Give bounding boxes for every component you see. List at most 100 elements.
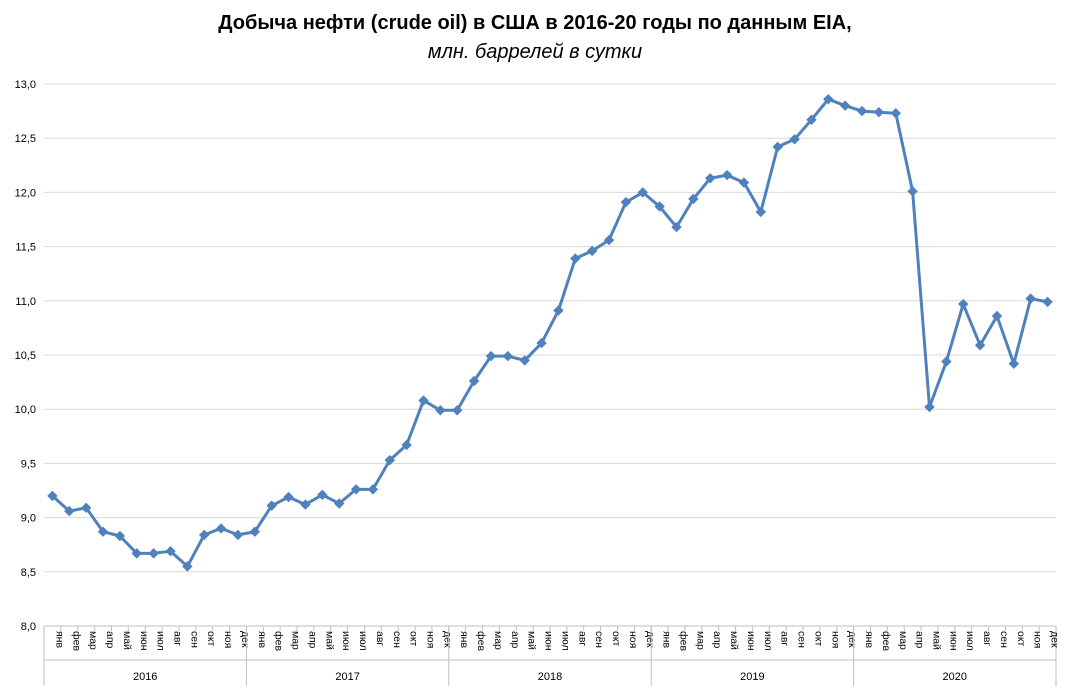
y-tick-label: 12,0 (15, 187, 36, 199)
y-tick-label: 9,0 (21, 513, 36, 525)
data-point (839, 100, 851, 111)
x-tick-label-month: сен (796, 631, 808, 648)
x-tick-label-month: авг (779, 631, 791, 646)
data-point (215, 523, 227, 534)
y-tick-label: 11,5 (15, 242, 36, 254)
x-tick-label-month: мар (897, 631, 909, 650)
x-tick-label-month: мар (492, 631, 504, 650)
x-tick-label-month: фев (678, 631, 690, 651)
x-tick-label-month: апр (306, 631, 318, 649)
x-tick-label-month: дек (239, 631, 251, 648)
data-point (671, 221, 682, 233)
x-tick-label-month: ноя (829, 631, 841, 648)
data-point (1025, 293, 1036, 304)
data-point (772, 141, 783, 153)
data-point (1008, 358, 1020, 369)
data-point (114, 530, 126, 542)
x-tick-label-month: дек (1049, 631, 1061, 648)
x-tick-label-month: дек (441, 631, 453, 648)
x-tick-label-year: 2020 (943, 671, 967, 683)
data-point (924, 401, 935, 413)
data-point (435, 405, 446, 416)
data-point (199, 529, 210, 541)
data-point (823, 93, 834, 105)
data-point (468, 375, 480, 387)
x-tick-label-month: ноя (627, 631, 639, 648)
y-tick-label: 10,0 (15, 404, 36, 416)
data-point (603, 234, 615, 246)
x-tick-label-month: авг (374, 631, 386, 646)
x-tick-label-month: окт (610, 631, 622, 647)
x-tick-label-month: авг (172, 631, 184, 646)
x-tick-label-month: мар (87, 631, 99, 650)
data-point (165, 545, 176, 557)
x-tick-label-month: фев (880, 631, 892, 651)
x-tick-label-month: фев (273, 631, 285, 651)
data-point (148, 548, 159, 559)
data-point (80, 502, 92, 514)
data-point (654, 201, 665, 212)
data-point (570, 253, 581, 264)
x-tick-label-month: янв (256, 631, 268, 648)
data-point (873, 106, 885, 118)
x-tick-label-year: 2019 (740, 671, 764, 683)
chart-subtitle: млн. баррелей в сутки (427, 41, 643, 63)
data-point (586, 245, 598, 257)
x-tick-label-month: окт (1015, 631, 1027, 647)
x-tick-label-month: май (728, 631, 740, 650)
x-tick-label-year: 2016 (133, 671, 157, 683)
x-tick-label-month: сен (391, 631, 403, 648)
y-tick-label: 8,5 (21, 567, 36, 579)
y-tick-label: 12,5 (15, 133, 36, 145)
x-tick-label-month: июл (964, 631, 976, 651)
data-point (890, 108, 901, 119)
x-tick-label-month: июн (745, 631, 757, 651)
x-tick-label-month: ноя (1032, 631, 1044, 648)
x-tick-label-month: окт (205, 631, 217, 647)
data-point (941, 356, 952, 367)
data-point (553, 305, 564, 316)
y-tick-label: 11,0 (15, 296, 36, 308)
x-tick-label-month: май (931, 631, 943, 650)
x-tick-label-month: фев (70, 631, 82, 651)
x-tick-label-month: окт (408, 631, 420, 647)
x-tick-label-month: июл (155, 631, 167, 651)
x-axis: янв фев мар апр май июн июл авг сен окт ноя дек янв ф… (43, 625, 1061, 686)
data-point (637, 187, 648, 198)
data-point (131, 548, 142, 559)
data-point (367, 484, 379, 495)
y-tick-label: 9,5 (21, 458, 36, 470)
x-tick-label-month: май (323, 631, 335, 650)
x-tick-label-month: апр (104, 631, 116, 649)
x-tick-label-month: янв (661, 631, 673, 648)
data-point (755, 206, 767, 218)
x-tick-label-month: апр (509, 631, 521, 649)
x-tick-label-month: июн (340, 631, 352, 651)
data-point (249, 526, 261, 537)
data-point (688, 193, 699, 205)
x-tick-label-month: май (526, 631, 538, 650)
data-point (47, 490, 58, 502)
data-point (232, 529, 244, 541)
grid-lines (44, 83, 1056, 573)
x-tick-label-month: сен (188, 631, 200, 648)
x-tick-label-month: ноя (222, 631, 234, 648)
x-tick-label-month: дек (644, 631, 656, 648)
data-point (738, 177, 750, 188)
data-point (64, 505, 75, 517)
data-point (350, 484, 362, 495)
x-tick-label-month: авг (981, 631, 993, 646)
data-point (856, 105, 868, 117)
data-point (485, 350, 497, 362)
y-axis: 8,0 8,5 9,0 9,5 10,0 10,5 11,0 11,5 12,0 12,5 13,0 (15, 79, 36, 633)
data-point (401, 439, 412, 451)
x-tick-label-month: ноя (425, 631, 437, 648)
x-tick-label-month: июн (543, 631, 555, 651)
x-tick-label-month: фев (475, 631, 487, 651)
data-point (266, 500, 277, 511)
data-point (991, 310, 1003, 322)
series-layer (47, 93, 1053, 572)
data-point (384, 454, 395, 466)
data-point (1042, 296, 1053, 308)
